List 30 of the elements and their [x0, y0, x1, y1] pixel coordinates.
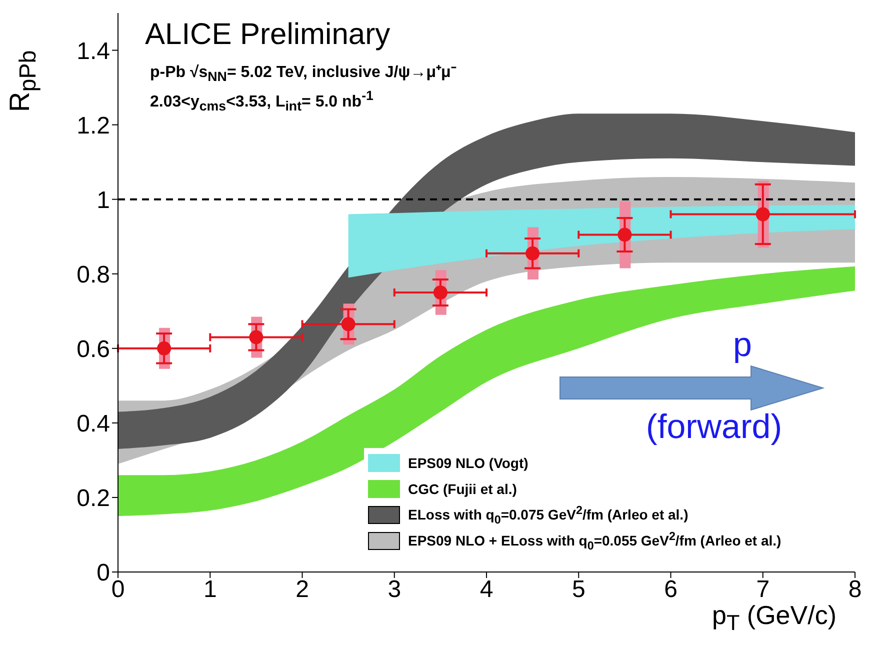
y-tick-label: 0.4	[76, 410, 110, 438]
x-tick-label: 3	[388, 576, 402, 604]
y-tick-label: 0.6	[76, 336, 110, 363]
legend-label: CGC (Fujii et al.)	[408, 481, 517, 497]
annotation: 2.03<y$_{cms}$<3.53, L$_{int}$= 5.0 nb$^{-1}$	[150, 88, 374, 114]
legend-label: ELoss with q$_{0}$=0.075 GeV$^{2}$/fm (Arleo et al.)	[408, 504, 688, 526]
y-tick-label: 0.2	[76, 484, 110, 512]
point	[526, 246, 540, 260]
text: p-Pb √s$_{NN}$= 5.02 TeV, inclusive J/ψ→μ⁺μ⁻	[150, 63, 456, 84]
y-tick-label: 1.4	[76, 38, 110, 65]
annotation: p	[733, 326, 752, 365]
y-tick-label: 0.8	[76, 261, 110, 288]
point	[249, 330, 264, 344]
x-tick-label: 5	[572, 576, 586, 604]
annotation: (forward)	[646, 408, 782, 447]
y-tick-label: 1.2	[76, 112, 110, 140]
x-tick-label: 6	[664, 576, 678, 604]
point	[341, 317, 356, 332]
x-tick-label: 2	[296, 576, 309, 604]
y-tick-label: 1	[96, 186, 110, 214]
x-tick-label: 4	[480, 576, 494, 604]
point	[618, 228, 632, 242]
point	[433, 286, 448, 300]
x-tick-label: 8	[848, 576, 862, 604]
point	[157, 341, 172, 356]
legend-label: EPS09 NLO + ELoss with q$_{0}$=0.055 GeV$^{2}$/fm (Arleo et al.)	[408, 530, 782, 552]
point	[756, 207, 770, 222]
x-tick-label: 1	[203, 576, 217, 604]
chart-title: ALICE Preliminary	[145, 18, 390, 52]
legend-label: EPS09 NLO (Vogt)	[408, 455, 528, 471]
